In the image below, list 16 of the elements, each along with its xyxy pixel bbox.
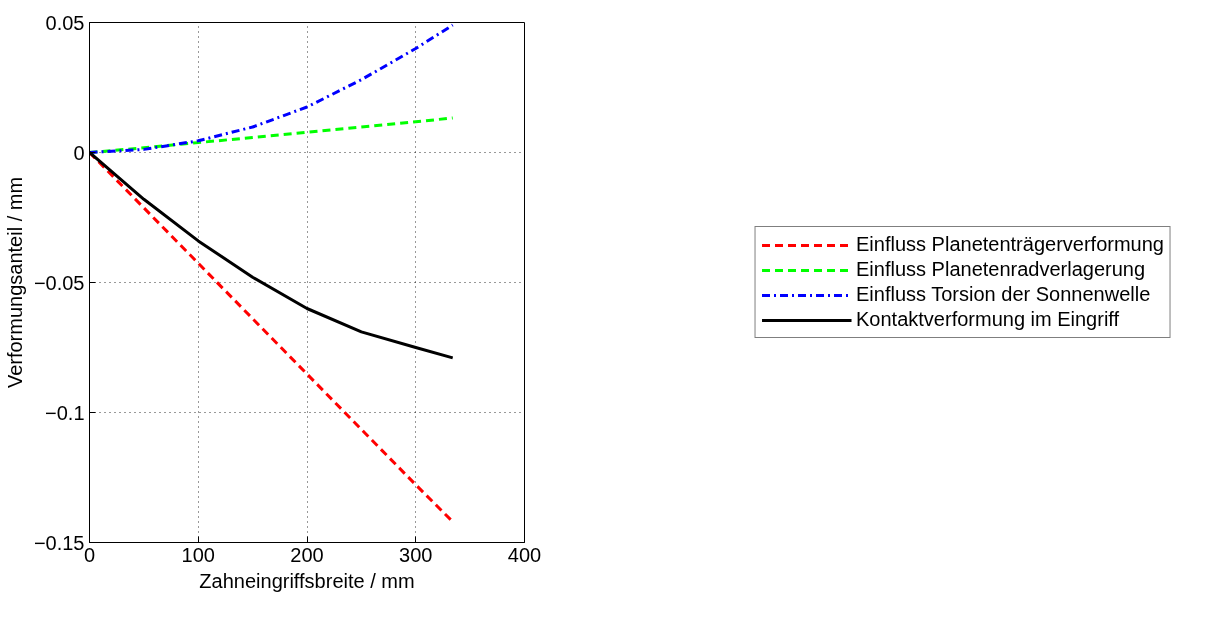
x-axis-title: Zahneingriffsbreite / mm (199, 569, 415, 592)
y-tick-label: −0.15 (33, 531, 85, 554)
y-tick-label: −0.1 (45, 401, 85, 424)
y-tick-label: 0.05 (45, 11, 85, 34)
x-tick-label: 400 (507, 543, 542, 566)
line-series (89, 23, 455, 154)
legend-label: Einfluss Planetenträgerverformung (856, 233, 1164, 256)
legend-label: Einfluss Torsion der Sonnenwelle (856, 283, 1151, 306)
y-tick-label: −0.05 (33, 271, 85, 294)
y-axis-title: Verformungsanteil / mm (3, 176, 26, 389)
legend-label: Einfluss Planetenradverlagerung (856, 258, 1146, 281)
x-tick-label: 100 (181, 543, 215, 566)
y-tick-label: 0 (73, 141, 85, 164)
x-tick-label: 200 (290, 543, 324, 566)
legend-label: Kontaktverformung im Eingriff (856, 308, 1120, 331)
x-tick-label: 300 (399, 543, 433, 566)
